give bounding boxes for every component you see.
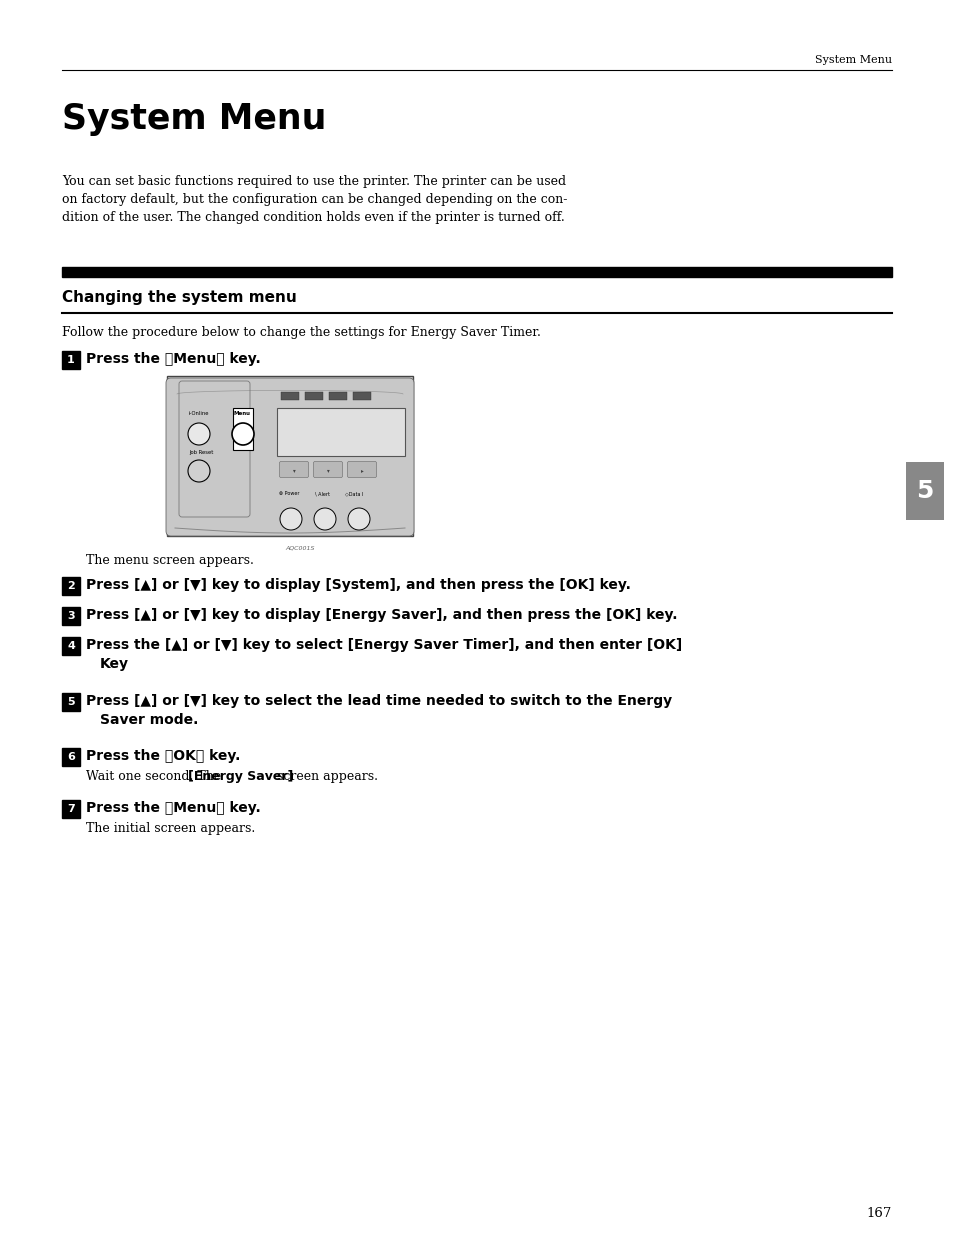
Bar	[62, 693, 80, 711]
Text: Wait one second. The: Wait one second. The	[86, 769, 225, 783]
Text: Press the 【OK】 key.: Press the 【OK】 key.	[86, 748, 240, 763]
Text: i-Online: i-Online	[189, 411, 209, 416]
Bar	[233, 408, 253, 450]
Circle shape	[348, 508, 370, 530]
Text: Press [▲] or [▼] key to display [System], and then press the [OK] key.: Press [▲] or [▼] key to display [System]…	[86, 578, 630, 592]
Text: [Energy Saver]: [Energy Saver]	[189, 769, 294, 783]
Circle shape	[232, 424, 253, 445]
Bar	[276, 408, 405, 456]
Text: Press the 【Menu】 key.: Press the 【Menu】 key.	[86, 352, 260, 366]
Text: ▾: ▾	[293, 468, 295, 473]
Text: Press [▲] or [▼] key to select the lead time needed to switch to the Energy: Press [▲] or [▼] key to select the lead …	[86, 694, 672, 708]
Text: The initial screen appears.: The initial screen appears.	[86, 823, 255, 835]
Text: ▸: ▸	[360, 468, 363, 473]
Text: 3: 3	[67, 611, 74, 621]
Circle shape	[188, 424, 210, 445]
Text: Menu: Menu	[233, 411, 251, 416]
Text: You can set basic functions required to use the printer. The printer can be used: You can set basic functions required to …	[62, 175, 565, 188]
Circle shape	[188, 459, 210, 482]
Text: 2: 2	[67, 580, 74, 592]
Bar	[62, 577, 80, 595]
Bar	[353, 391, 371, 400]
Text: 5: 5	[915, 479, 933, 503]
Bar	[62, 267, 891, 277]
Bar	[329, 391, 347, 400]
Text: on factory default, but the configuration can be changed depending on the con-: on factory default, but the configuratio…	[62, 193, 567, 206]
Text: ▾: ▾	[326, 468, 329, 473]
Text: The menu screen appears.: The menu screen appears.	[86, 555, 253, 567]
Text: \ Alert: \ Alert	[314, 492, 330, 496]
Bar	[62, 351, 80, 369]
Text: ◇Data I: ◇Data I	[345, 492, 363, 496]
Text: System Menu: System Menu	[814, 56, 891, 65]
Bar	[905, 462, 943, 520]
Text: screen appears.: screen appears.	[273, 769, 377, 783]
Text: 7: 7	[67, 804, 74, 814]
FancyBboxPatch shape	[347, 462, 376, 478]
Text: 1: 1	[67, 354, 74, 366]
Text: 6: 6	[67, 752, 75, 762]
Text: Key: Key	[100, 657, 129, 671]
Text: Press the [▲] or [▼] key to select [Energy Saver Timer], and then enter [OK]: Press the [▲] or [▼] key to select [Ener…	[86, 638, 681, 652]
Text: dition of the user. The changed condition holds even if the printer is turned of: dition of the user. The changed conditio…	[62, 211, 564, 224]
Text: Job Reset: Job Reset	[189, 450, 213, 454]
Circle shape	[314, 508, 335, 530]
Text: 4: 4	[67, 641, 75, 651]
Text: Press the 【Menu】 key.: Press the 【Menu】 key.	[86, 802, 260, 815]
Bar	[62, 748, 80, 766]
Bar	[167, 375, 413, 536]
Text: 5: 5	[67, 697, 74, 706]
Bar	[62, 637, 80, 655]
Circle shape	[280, 508, 302, 530]
Bar	[281, 391, 298, 400]
Text: Press [▲] or [▼] key to display [Energy Saver], and then press the [OK] key.: Press [▲] or [▼] key to display [Energy …	[86, 608, 677, 622]
Bar	[62, 606, 80, 625]
Text: Follow the procedure below to change the settings for Energy Saver Timer.: Follow the procedure below to change the…	[62, 326, 540, 338]
Text: System Menu: System Menu	[62, 103, 326, 136]
Bar	[62, 800, 80, 818]
Text: AQC001S: AQC001S	[285, 545, 314, 550]
Text: Saver mode.: Saver mode.	[100, 713, 198, 727]
Text: Changing the system menu: Changing the system menu	[62, 290, 296, 305]
Bar	[305, 391, 323, 400]
FancyBboxPatch shape	[279, 462, 308, 478]
FancyBboxPatch shape	[166, 378, 414, 536]
Text: 167: 167	[865, 1207, 891, 1220]
Text: ⊗ Power: ⊗ Power	[278, 492, 299, 496]
FancyBboxPatch shape	[314, 462, 342, 478]
